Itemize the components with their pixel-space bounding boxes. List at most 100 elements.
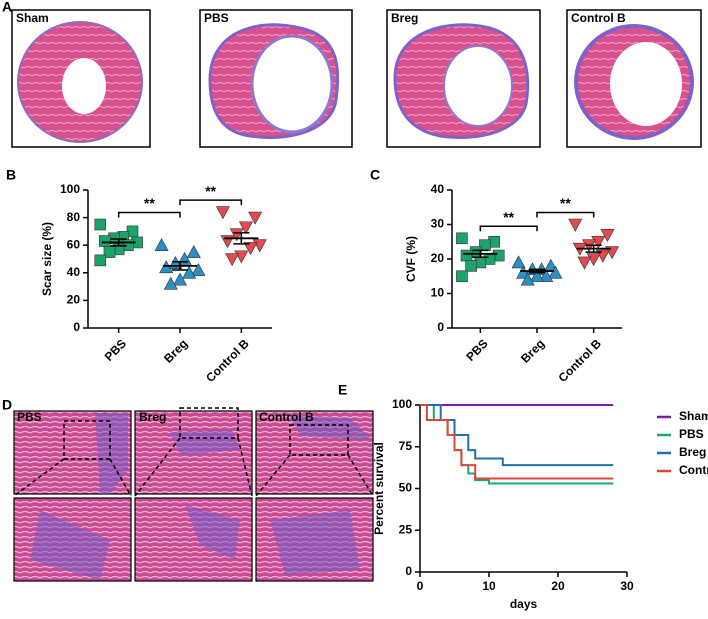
image-label: Sham [16,11,49,25]
data-point [163,276,178,290]
data-point [577,256,592,270]
data-point [568,218,583,232]
x-tick-label: 0 [417,579,424,593]
image-label: Control B [571,11,626,25]
survival-curve [420,404,614,467]
x-tick-label: 20 [551,579,565,593]
data-point [465,260,477,272]
significance-bracket [536,211,595,218]
data-point [103,246,116,258]
legend-label: Sham [679,409,708,423]
y-tick-label: 25 [399,522,413,536]
survival-curve [420,404,614,480]
y-tick-label: 30 [431,217,445,231]
image-label: PBS [204,11,229,25]
data-point [172,272,188,286]
histology-image [199,9,353,148]
y-tick-label: 40 [431,182,445,196]
y-tick-label: 75 [399,439,413,453]
y-axis-label: CVF (%) [404,236,418,282]
y-tick-label: 40 [67,265,81,279]
x-tick-label: PBS [102,336,129,363]
data-point [605,246,620,260]
histology-image [566,9,702,148]
error-bar [529,268,545,274]
y-tick-label: 10 [431,286,445,300]
significance-bracket [179,199,243,206]
data-point [186,244,201,258]
error-bar [110,238,127,247]
x-tick-label: Breg [518,336,547,365]
legend-label: Control B [679,463,708,477]
y-axis-label: Percent survival [372,442,386,535]
y-tick-label: 60 [67,237,81,251]
image-label: Breg [139,410,166,424]
significance-label: ** [205,183,216,199]
data-point [238,221,253,235]
panel-label: C [370,167,380,183]
significance-label: ** [144,195,155,211]
y-tick-label: 50 [399,481,413,495]
significance-label: ** [503,209,514,225]
data-point [191,262,206,276]
survival-curve [420,404,614,485]
x-tick-label: Breg [161,336,190,365]
zoom-box [13,407,374,497]
y-tick-label: 80 [67,210,81,224]
data-point [548,265,563,279]
data-point [225,253,240,267]
data-point [520,272,535,286]
data-point [94,254,107,267]
data-point [456,232,468,245]
legend-label: Breg [679,445,706,459]
y-tick-label: 20 [67,293,81,307]
data-point [539,269,554,283]
histology-image [386,9,541,148]
data-point [586,253,601,267]
data-point [456,270,468,283]
fibrosis-overlay [30,413,372,580]
y-tick-label: 100 [392,397,412,411]
data-point [595,249,610,263]
data-point [229,228,244,242]
error-bar [585,244,602,253]
y-tick-label: 0 [73,320,80,334]
data-point [94,218,107,231]
data-point [460,249,473,262]
panel-label: D [2,397,12,413]
data-point [154,238,169,251]
y-tick-label: 20 [431,251,445,265]
data-point [220,235,235,249]
data-point [529,269,545,283]
y-axis-label: Scar size (%) [40,222,54,296]
data-point [600,229,615,242]
y-tick-label: 100 [60,182,80,196]
panel-label: A [2,0,12,15]
error-bar [172,261,188,271]
data-point [591,235,606,249]
data-point [511,255,526,269]
legend-label: PBS [679,427,704,441]
data-point [215,206,230,220]
data-point [243,242,258,256]
x-axis-label: days [510,597,538,611]
data-point [182,265,197,279]
significance-label: ** [560,195,571,211]
significance-bracket [117,211,181,218]
error-bar [472,249,489,259]
data-point [99,235,111,247]
panel-label: E [338,382,347,398]
image-label: Control B [259,410,314,424]
image-label: Breg [391,11,418,25]
error-bar [233,232,250,245]
data-point [248,211,263,225]
image-label: PBS [17,410,42,424]
significance-bracket [479,225,538,232]
y-tick-label: 0 [437,320,444,334]
y-tick-label: 0 [405,564,412,578]
x-tick-label: Control B [203,336,252,385]
x-tick-label: 30 [620,579,634,593]
panel-label: B [6,167,16,183]
x-tick-label: 10 [482,579,496,593]
